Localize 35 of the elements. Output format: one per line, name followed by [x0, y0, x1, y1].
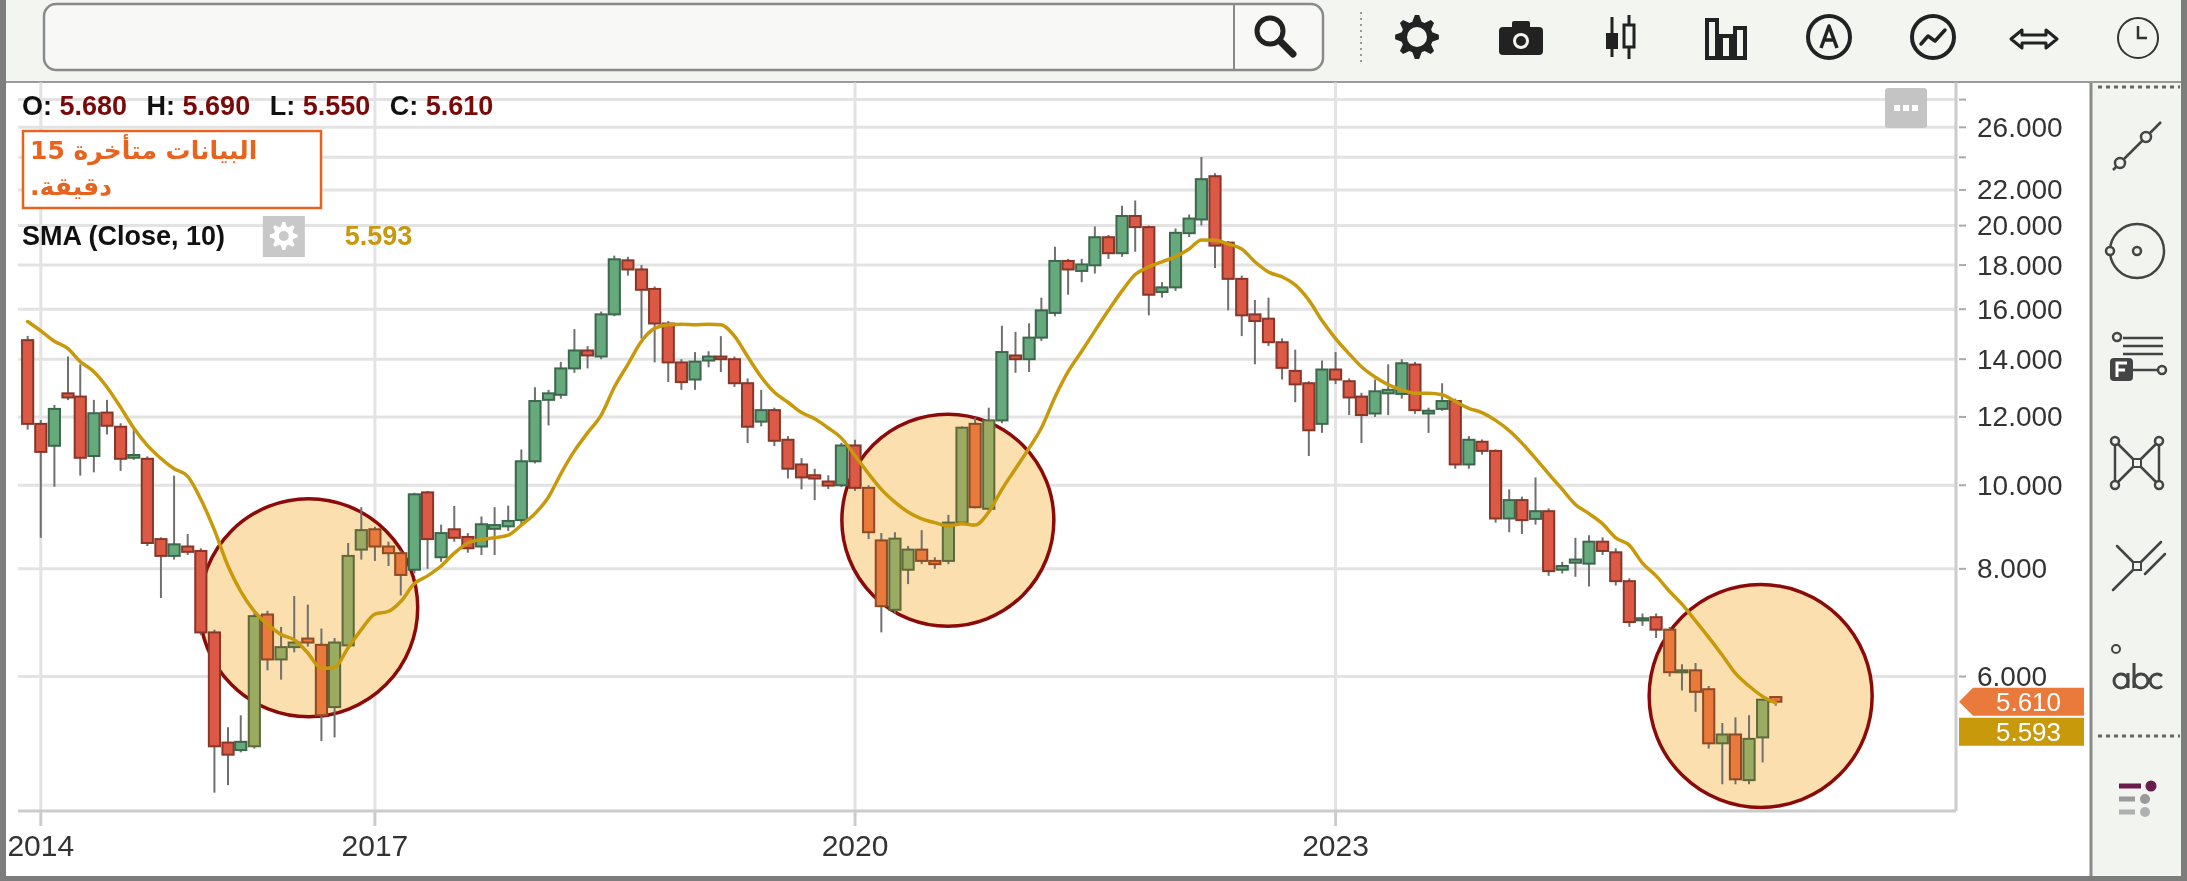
y-tick-label: 20.000 [1977, 210, 2063, 242]
y-tick-label: 16.000 [1977, 293, 2063, 325]
y-tick-label: 10.000 [1977, 469, 2063, 501]
annotation: 5.593 [344, 221, 413, 251]
candlestick [354, 506, 368, 561]
candlestick [1008, 330, 1023, 374]
candlestick [1502, 488, 1516, 534]
candlestick [167, 474, 181, 561]
text: 5.593 [1995, 716, 2062, 747]
y-tick-label: 14.000 [1977, 343, 2063, 375]
candlestick [1528, 476, 1543, 526]
candlestick [1435, 382, 1449, 412]
candlestick [1649, 612, 1663, 639]
candlestick [301, 603, 315, 648]
candlestick [1515, 495, 1529, 535]
candlestick [1715, 721, 1729, 786]
annotation: البيانات متأخرة 15 دقيقة. [30, 133, 259, 203]
x-tick-label: 2023 [1302, 828, 1369, 862]
x-tick-label: 2017 [341, 828, 409, 862]
x-tick-label: 2020 [821, 828, 889, 862]
candlestick [754, 388, 768, 428]
candlestick [1101, 234, 1116, 260]
candlestick [1421, 406, 1436, 434]
candlestick [1675, 663, 1689, 692]
y-tick-label: 18.000 [1977, 249, 2063, 281]
y-tick-label: 22.000 [1977, 174, 2063, 206]
candlestick [580, 345, 595, 370]
y-tick-label: 12.000 [1977, 401, 2063, 433]
y-tick-label: 8.000 [1977, 553, 2048, 585]
annotation: O: 5.680 H: 5.690 L: 5.550 C: 5.610 [22, 91, 494, 121]
candlestick [234, 714, 248, 754]
x-tick-label: 2014 [7, 828, 75, 862]
text: SMA (Close, 10) [22, 221, 226, 251]
candlestick [1061, 257, 1075, 296]
y-tick-label: 26.000 [1977, 111, 2063, 143]
